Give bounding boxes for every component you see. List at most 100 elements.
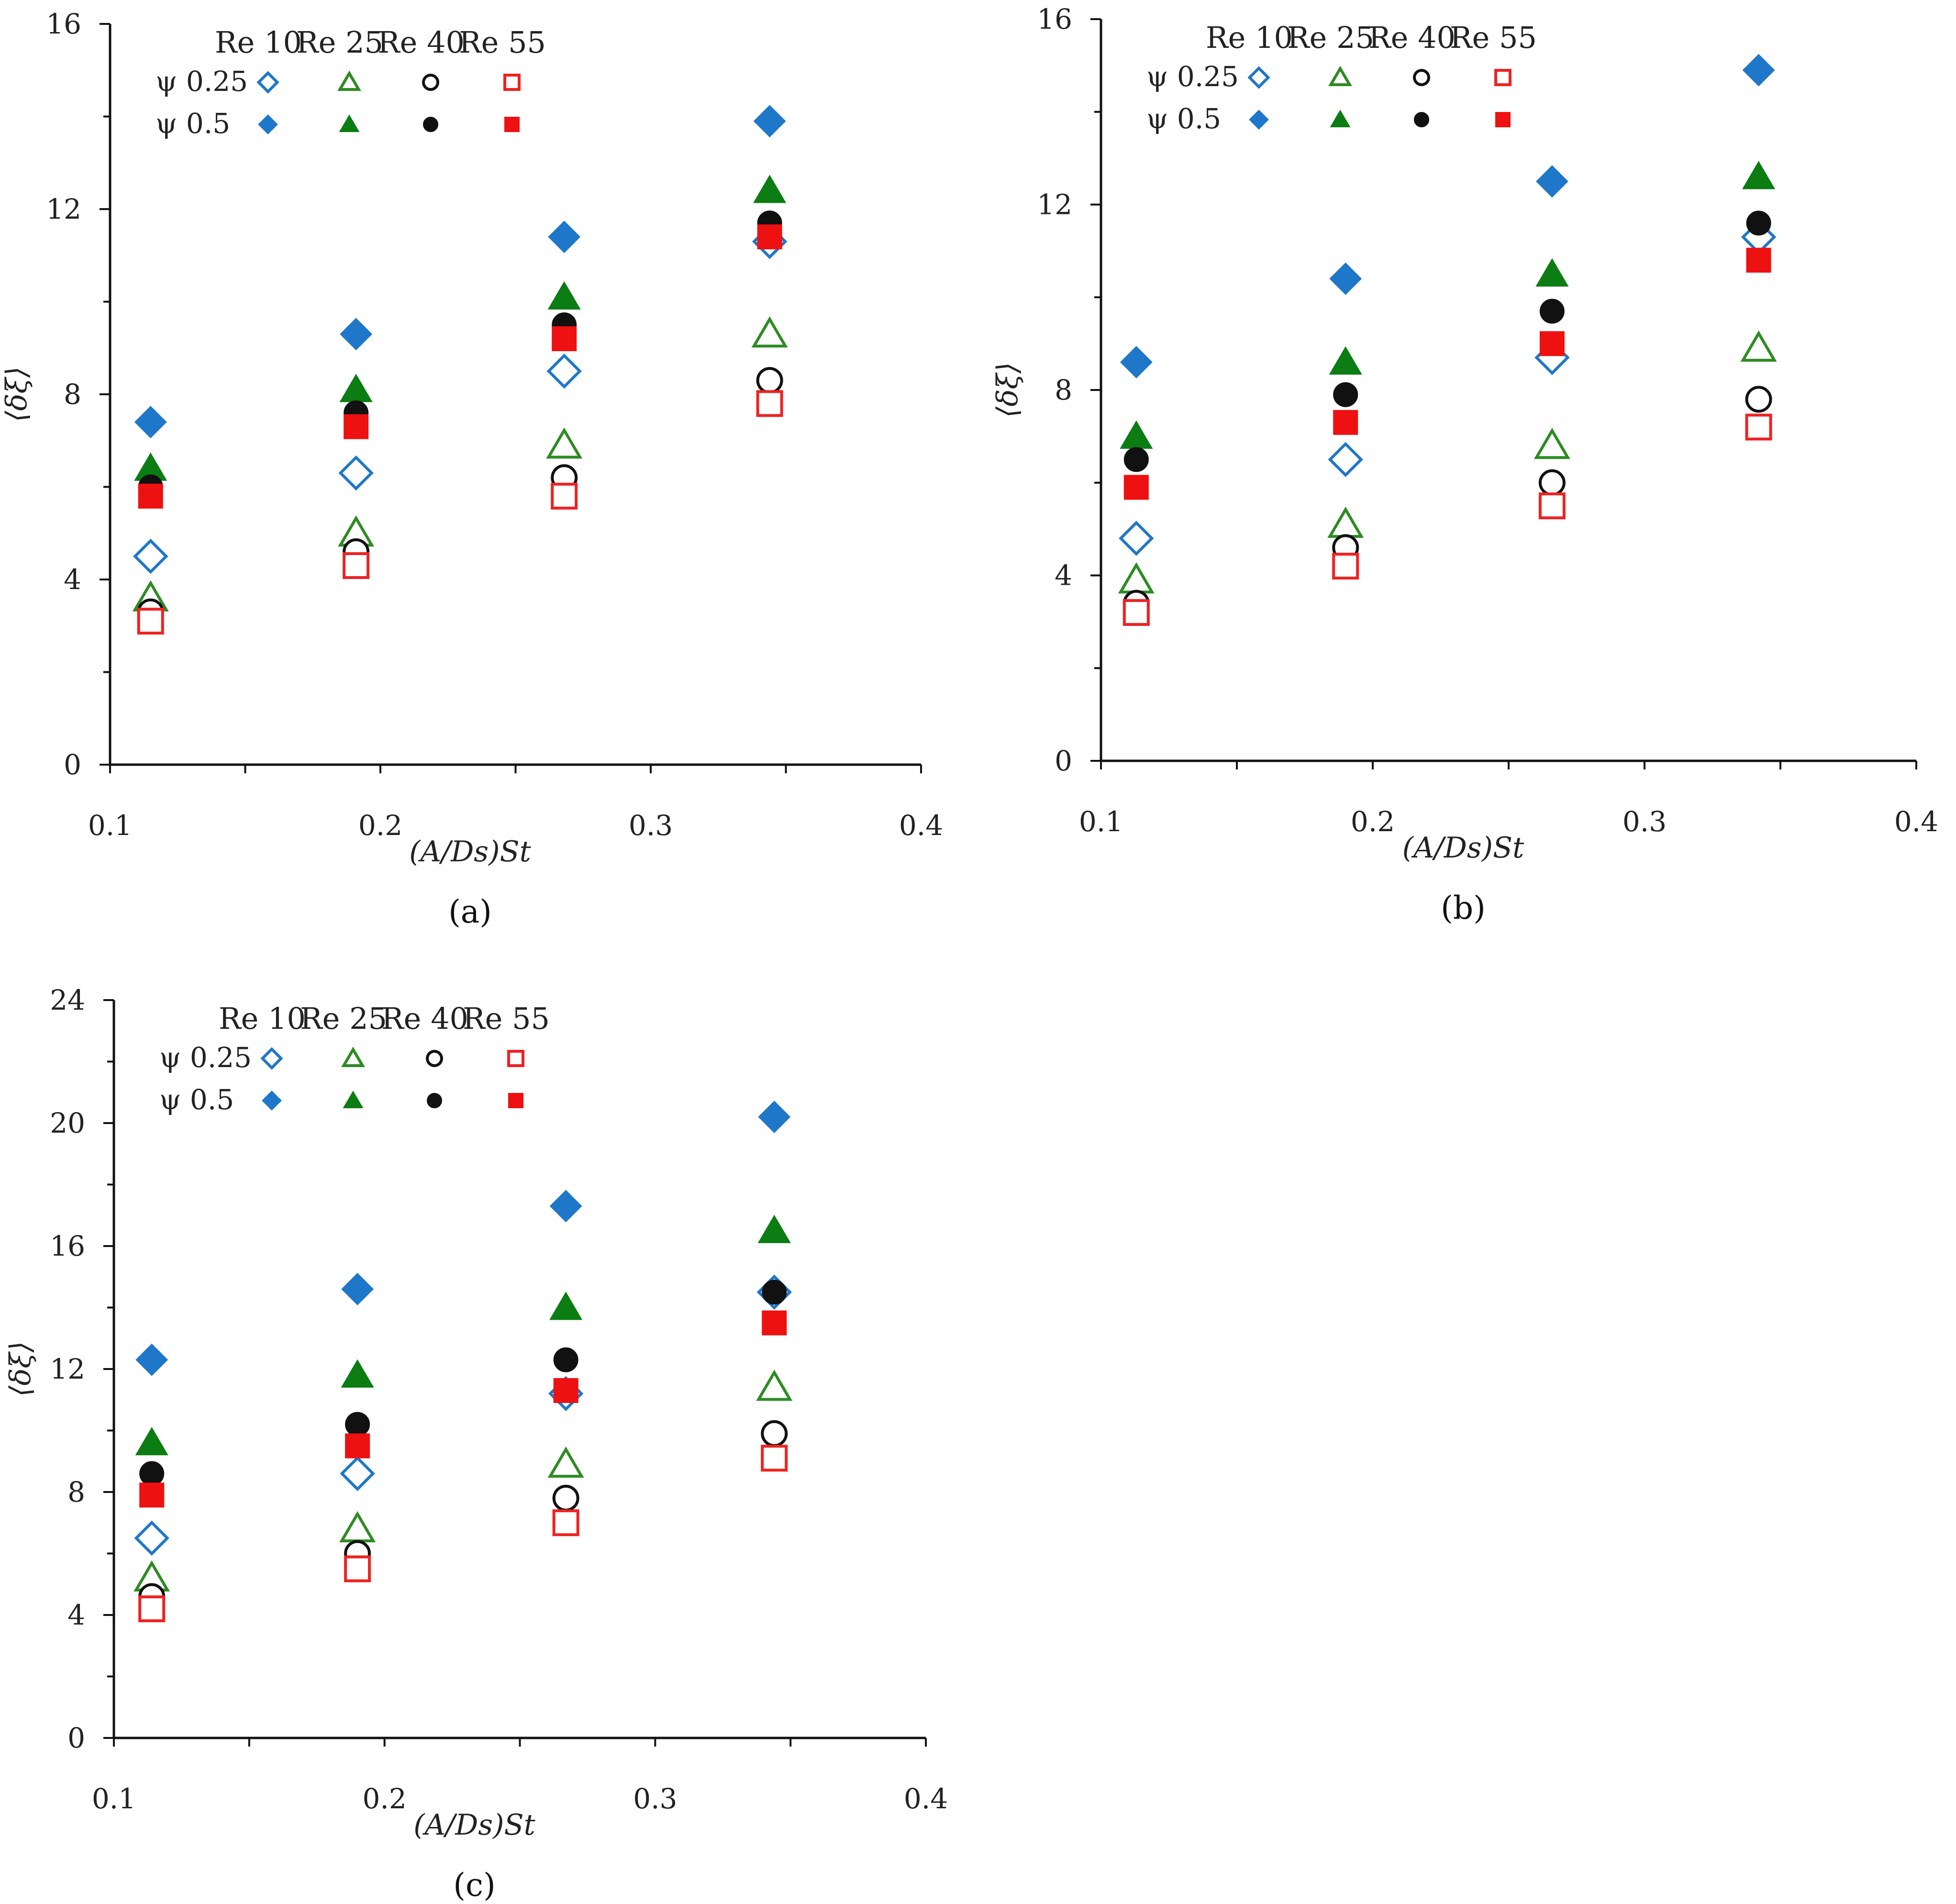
data-point: [1745, 413, 1772, 441]
data-point: [138, 1595, 166, 1623]
y-tick-label: 8: [67, 1476, 85, 1508]
legend-marker: [427, 1093, 442, 1108]
x-axis-title: (A/Ds)St: [409, 835, 531, 868]
legend-row-label: ψ 0.25: [156, 65, 248, 98]
data-point: [756, 367, 783, 394]
data-point: [345, 1433, 370, 1459]
y-tick-label: 4: [1055, 559, 1072, 592]
legend-marker: [426, 1050, 443, 1067]
data-point: [553, 1347, 578, 1372]
data-point: [552, 326, 577, 351]
x-tick-label: 0.3: [633, 1782, 677, 1815]
y-tick-label: 16: [1037, 3, 1072, 35]
data-point: [1328, 442, 1363, 478]
data-point: [548, 221, 581, 253]
y-tick-label: 8: [64, 378, 81, 411]
data-point: [339, 374, 373, 402]
data-point: [1118, 562, 1155, 594]
data-point: [756, 1370, 793, 1401]
legend-column-header: Re 55: [459, 25, 546, 60]
legend-marker: [262, 1091, 282, 1111]
y-axis-title: ⟨δξ⟩: [991, 362, 1024, 418]
x-tick-label: 0.4: [1894, 805, 1938, 838]
data-point: [340, 318, 373, 351]
data-point: [753, 105, 786, 138]
data-point: [1539, 299, 1565, 324]
data-point: [134, 1520, 169, 1556]
legend-marker: [256, 71, 279, 94]
legend-marker: [1414, 112, 1429, 127]
data-point: [1332, 553, 1359, 580]
legend-marker: [423, 117, 438, 132]
legend-column-header: Re 10: [1206, 20, 1293, 55]
x-tick-label: 0.2: [358, 809, 402, 842]
data-point: [762, 1280, 787, 1305]
data-point: [340, 1456, 375, 1492]
data-point: [1122, 599, 1150, 626]
legend-column-header: Re 10: [215, 25, 302, 60]
data-point: [138, 483, 163, 509]
chart-panel-c: 0 4 8 12 16 20 24 0.1 0.2 0.3 0.4 (A/Ds)St ⟨δξ⟩ (c) Re…: [4, 984, 948, 1904]
y-tick-label: 8: [1055, 374, 1072, 406]
y-tick-label: 12: [50, 1353, 85, 1385]
x-tick-label: 0.3: [1623, 805, 1667, 838]
panel-label: (b): [1441, 890, 1486, 926]
y-tick-label: 4: [67, 1599, 85, 1631]
data-point: [339, 1511, 376, 1543]
data-point: [344, 1555, 371, 1582]
data-point: [345, 1412, 370, 1437]
y-axis-title: ⟨δξ⟩: [4, 1341, 37, 1397]
data-point: [1535, 258, 1569, 287]
data-point: [1745, 386, 1772, 413]
panel-label: (a): [448, 893, 492, 930]
data-point: [761, 1420, 788, 1447]
legend-marker: [343, 1091, 364, 1108]
data-point: [547, 281, 581, 310]
legend-column-header: Re 55: [1450, 20, 1537, 55]
y-tick-label: 16: [50, 1230, 85, 1262]
data-point: [1740, 330, 1777, 362]
x-tick-label: 0.2: [363, 1782, 407, 1815]
data-point: [135, 1426, 168, 1456]
data-point: [546, 353, 582, 389]
y-tick-label: 24: [50, 984, 85, 1016]
x-tick-label: 0.1: [1079, 805, 1123, 838]
data-point: [546, 427, 583, 459]
data-point: [1746, 247, 1771, 273]
legend-column-header: Re 10: [219, 1001, 306, 1036]
x-axis-title: (A/Ds)St: [1402, 831, 1524, 865]
data-point: [757, 1214, 791, 1243]
data-point: [1120, 420, 1153, 449]
data-point: [756, 390, 783, 417]
legend-marker: [1330, 110, 1351, 127]
data-point: [1742, 161, 1776, 189]
data-point: [341, 1273, 374, 1305]
data-point: [1123, 475, 1149, 500]
x-tick-label: 0.4: [904, 1782, 948, 1815]
data-point: [1534, 428, 1570, 459]
data-point: [343, 552, 370, 579]
data-point: [139, 1461, 165, 1486]
y-tick-label: 12: [46, 193, 81, 225]
data-point: [135, 1343, 168, 1376]
legend-marker: [422, 74, 439, 91]
y-tick-label: 0: [67, 1722, 85, 1754]
data-point: [134, 406, 167, 438]
data-point: [133, 538, 168, 574]
data-point: [1329, 346, 1362, 375]
data-point: [1327, 506, 1364, 538]
legend-column-header: Re 40: [378, 25, 465, 60]
y-tick-label: 0: [64, 748, 81, 781]
legend-marker: [1495, 112, 1511, 127]
data-point: [753, 175, 787, 203]
data-point: [549, 1292, 583, 1320]
legend-marker: [1249, 110, 1269, 130]
legend-marker: [337, 70, 361, 91]
data-point: [1742, 54, 1775, 87]
data-point: [762, 1310, 787, 1336]
legend-marker: [1413, 69, 1430, 86]
data-point: [761, 1445, 788, 1472]
legend-row-label: ψ 0.25: [1146, 60, 1239, 93]
